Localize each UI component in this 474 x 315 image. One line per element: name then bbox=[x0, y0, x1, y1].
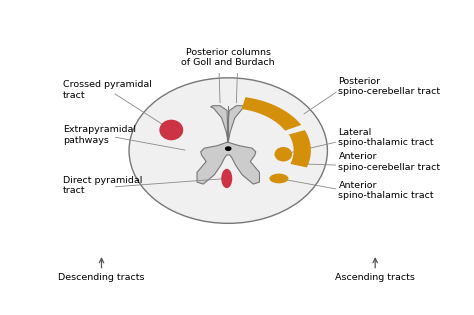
Polygon shape bbox=[242, 97, 301, 131]
Text: Extrapyramidal
pathways: Extrapyramidal pathways bbox=[63, 125, 136, 145]
Text: Anterior
spino­cerebellar tract: Anterior spino­cerebellar tract bbox=[338, 152, 440, 172]
Ellipse shape bbox=[129, 78, 328, 223]
Text: Posterior columns
of Goll and Burdach: Posterior columns of Goll and Burdach bbox=[182, 48, 275, 67]
Circle shape bbox=[226, 147, 231, 150]
Text: Descending tracts: Descending tracts bbox=[58, 272, 145, 282]
Text: Direct pyramidal
tract: Direct pyramidal tract bbox=[63, 176, 142, 195]
Text: Lateral
spino­thalamic tract: Lateral spino­thalamic tract bbox=[338, 128, 434, 147]
Ellipse shape bbox=[221, 169, 232, 188]
Polygon shape bbox=[197, 106, 259, 184]
Ellipse shape bbox=[159, 120, 183, 140]
Polygon shape bbox=[289, 130, 311, 168]
Ellipse shape bbox=[269, 174, 289, 183]
Ellipse shape bbox=[274, 147, 292, 162]
Text: Posterior
spino­cerebellar tract: Posterior spino­cerebellar tract bbox=[338, 77, 440, 96]
Text: Anterior
spino­thalamic tract: Anterior spino­thalamic tract bbox=[338, 181, 434, 200]
Text: Ascending tracts: Ascending tracts bbox=[335, 272, 415, 282]
Text: Crossed pyramidal
tract: Crossed pyramidal tract bbox=[63, 80, 152, 100]
